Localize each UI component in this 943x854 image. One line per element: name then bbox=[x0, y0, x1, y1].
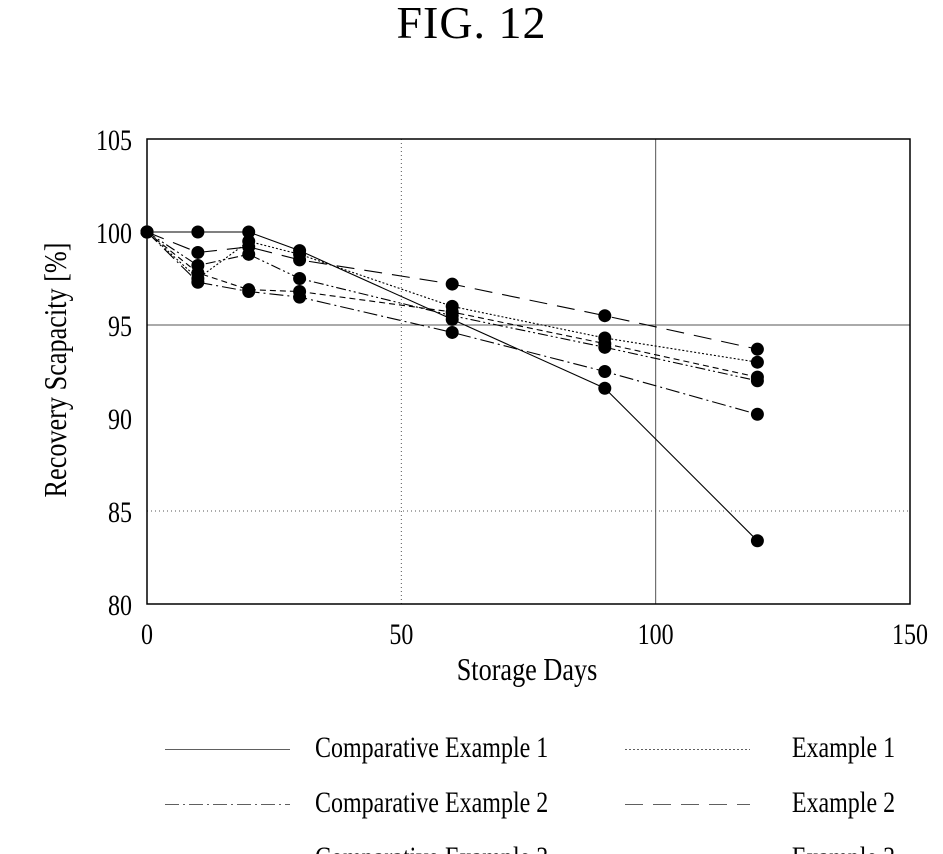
legend-label-example-3: Example 3 bbox=[792, 838, 895, 854]
line-chart: 0 50 100 150 80 85 90 95 100 105 Storage Days Re… bbox=[0, 0, 943, 730]
x-tick-label: 0 bbox=[141, 617, 153, 650]
y-tick-label: 95 bbox=[108, 309, 132, 342]
data-point bbox=[751, 374, 764, 387]
data-point bbox=[751, 343, 764, 356]
grid-lines bbox=[147, 139, 910, 604]
legend-item-example-2: Example 2 bbox=[600, 783, 920, 823]
legend-label-comparative-example-3: Comparative Example 3 bbox=[315, 838, 548, 854]
legend-item-comparative-example-3: Comparative Example 3 bbox=[160, 838, 600, 854]
data-point bbox=[598, 309, 611, 322]
data-point bbox=[191, 226, 204, 239]
y-tick-label: 100 bbox=[96, 216, 132, 249]
x-tick-label: 50 bbox=[389, 617, 413, 650]
x-tick-label: 150 bbox=[892, 617, 928, 650]
data-points bbox=[141, 226, 764, 548]
legend-swatch-comparative-example-1 bbox=[165, 748, 290, 750]
data-point bbox=[446, 326, 459, 339]
legend-label-comparative-example-2: Comparative Example 2 bbox=[315, 783, 548, 823]
data-point bbox=[191, 246, 204, 259]
legend-label-comparative-example-1: Comparative Example 1 bbox=[315, 728, 548, 768]
legend-swatch-example-2 bbox=[625, 803, 750, 805]
data-point bbox=[191, 259, 204, 272]
x-tick-label: 100 bbox=[638, 617, 674, 650]
data-point bbox=[293, 272, 306, 285]
series-line-2 bbox=[147, 232, 757, 362]
y-tick-label: 85 bbox=[108, 495, 132, 528]
data-point bbox=[598, 341, 611, 354]
y-tick-labels: 80 85 90 95 100 105 bbox=[96, 123, 132, 621]
legend-item-example-1: Example 1 bbox=[600, 728, 920, 768]
legend-swatch-example-1 bbox=[625, 748, 750, 750]
legend-item-comparative-example-2: Comparative Example 2 bbox=[160, 783, 600, 823]
data-point bbox=[446, 309, 459, 322]
y-tick-label: 105 bbox=[96, 123, 132, 156]
data-point bbox=[242, 283, 255, 296]
data-point bbox=[751, 408, 764, 421]
x-axis-label: Storage Days bbox=[457, 653, 598, 688]
data-point bbox=[293, 253, 306, 266]
data-point bbox=[446, 278, 459, 291]
y-axis-label: Recovery Scapacity [%] bbox=[39, 243, 74, 498]
legend-label-example-1: Example 1 bbox=[792, 728, 895, 768]
data-point bbox=[598, 382, 611, 395]
legend: Comparative Example 1 Example 1 Comparat… bbox=[160, 728, 920, 854]
data-point bbox=[598, 365, 611, 378]
legend-swatch-comparative-example-2 bbox=[165, 803, 290, 805]
x-tick-labels: 0 50 100 150 bbox=[141, 617, 928, 650]
data-point bbox=[751, 534, 764, 547]
data-point bbox=[751, 356, 764, 369]
legend-item-example-3: Example 3 bbox=[600, 838, 920, 854]
legend-label-example-2: Example 2 bbox=[792, 783, 895, 823]
legend-item-comparative-example-1: Comparative Example 1 bbox=[160, 728, 600, 768]
data-point bbox=[141, 226, 154, 239]
data-point bbox=[293, 285, 306, 298]
y-tick-label: 90 bbox=[108, 402, 132, 435]
y-tick-label: 80 bbox=[108, 588, 132, 621]
data-point bbox=[242, 248, 255, 261]
plot-area-frame bbox=[147, 139, 910, 604]
